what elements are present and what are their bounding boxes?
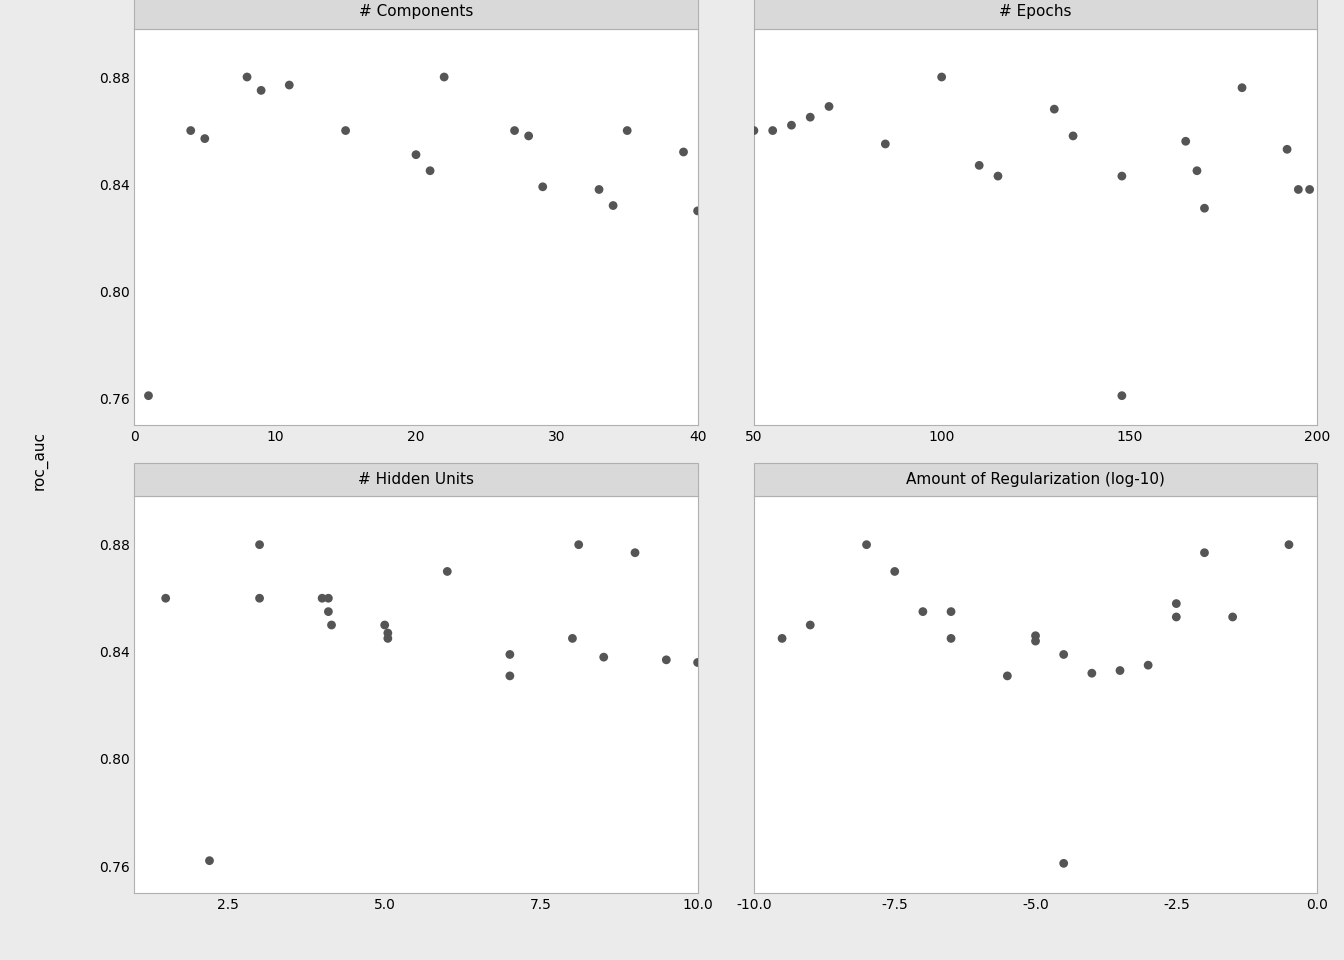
Point: [875, 136, 896, 152]
Point: [317, 590, 339, 606]
Point: [499, 647, 520, 662]
Point: [312, 590, 333, 606]
Point: [1193, 201, 1215, 216]
Point: [969, 157, 991, 173]
Point: [406, 147, 427, 162]
Point: [1024, 628, 1046, 643]
Point: [1165, 596, 1187, 612]
Point: [602, 198, 624, 213]
Point: [941, 631, 962, 646]
Point: [771, 631, 793, 646]
Point: [437, 564, 458, 579]
Point: [378, 631, 399, 646]
Point: [1081, 665, 1102, 681]
Point: [1278, 537, 1300, 552]
Point: [433, 69, 454, 84]
Point: [1298, 181, 1320, 197]
Point: [1193, 545, 1215, 561]
Point: [687, 204, 708, 219]
Point: [1052, 855, 1074, 871]
Point: [249, 590, 270, 606]
Point: [800, 617, 821, 633]
Point: [856, 537, 878, 552]
Point: [1052, 647, 1074, 662]
Point: [593, 650, 614, 665]
Point: [656, 652, 677, 667]
Point: [997, 668, 1019, 684]
Point: [1109, 662, 1130, 678]
Point: [762, 123, 784, 138]
Point: [155, 590, 176, 606]
Point: [673, 144, 695, 159]
Point: [988, 168, 1009, 183]
Point: [1187, 163, 1208, 179]
Point: [818, 99, 840, 114]
Point: [532, 180, 554, 195]
FancyBboxPatch shape: [754, 0, 1317, 29]
Text: # Epochs: # Epochs: [1000, 5, 1071, 19]
Point: [569, 537, 590, 552]
Point: [250, 83, 271, 98]
Point: [137, 388, 159, 403]
Point: [1062, 129, 1083, 144]
Text: # Components: # Components: [359, 5, 473, 19]
Point: [278, 78, 300, 93]
Point: [1277, 142, 1298, 157]
Point: [199, 853, 220, 869]
Point: [1175, 133, 1196, 149]
Point: [499, 668, 520, 684]
Point: [378, 625, 399, 640]
Point: [781, 117, 802, 132]
Point: [1111, 388, 1133, 403]
Point: [321, 617, 343, 633]
FancyBboxPatch shape: [134, 463, 698, 496]
Point: [335, 123, 356, 138]
Point: [913, 604, 934, 619]
Point: [687, 655, 708, 670]
Point: [624, 545, 645, 561]
FancyBboxPatch shape: [754, 463, 1317, 496]
Point: [562, 631, 583, 646]
Point: [194, 131, 215, 146]
Text: Amount of Regularization (log-10): Amount of Regularization (log-10): [906, 472, 1165, 487]
Text: # Hidden Units: # Hidden Units: [358, 472, 474, 487]
Point: [1231, 80, 1253, 95]
Point: [743, 123, 765, 138]
Point: [931, 69, 953, 84]
Point: [1222, 610, 1243, 625]
FancyBboxPatch shape: [134, 0, 698, 29]
Point: [504, 123, 526, 138]
Text: roc_auc: roc_auc: [32, 431, 48, 491]
Point: [1024, 634, 1046, 649]
Point: [317, 604, 339, 619]
Point: [800, 109, 821, 125]
Point: [1288, 181, 1309, 197]
Point: [180, 123, 202, 138]
Point: [1111, 168, 1133, 183]
Point: [617, 123, 638, 138]
Point: [1165, 610, 1187, 625]
Point: [419, 163, 441, 179]
Point: [374, 617, 395, 633]
Point: [1137, 658, 1159, 673]
Point: [1043, 102, 1064, 117]
Point: [517, 129, 539, 144]
Point: [249, 537, 270, 552]
Point: [884, 564, 906, 579]
Point: [237, 69, 258, 84]
Point: [589, 181, 610, 197]
Point: [941, 604, 962, 619]
